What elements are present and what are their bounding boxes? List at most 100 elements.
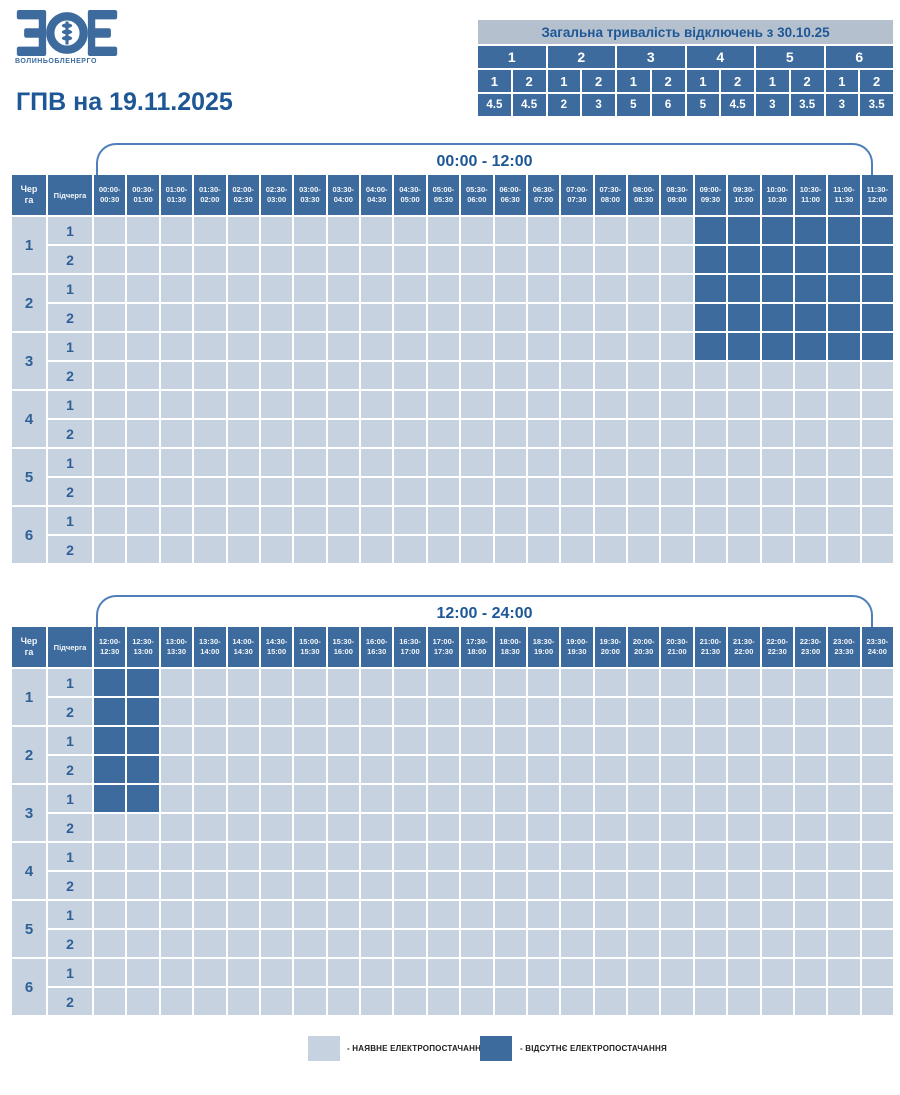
- slot-cell: [327, 507, 359, 534]
- slot-cell: [761, 246, 793, 273]
- slot-cell: [694, 669, 727, 696]
- slot-cell: [494, 536, 526, 563]
- slot-cell: [160, 362, 193, 389]
- slot-cell: [794, 217, 827, 244]
- time-slot-header: 07:30- 08:00: [594, 175, 626, 215]
- slot-cell: [361, 362, 393, 389]
- zoe-logo-icon: [16, 10, 118, 56]
- slot-cell: [594, 391, 626, 418]
- subqueue-cell: 1: [48, 507, 92, 534]
- company-name: ВОЛИНЬОБЛЕНЕРГО: [15, 58, 97, 65]
- time-slot-header: 08:30- 09:00: [661, 175, 693, 215]
- time-slot-header: 05:30- 06:00: [461, 175, 493, 215]
- slot-cell: [461, 391, 493, 418]
- slot-cell: [227, 246, 259, 273]
- slot-cell: [227, 333, 259, 360]
- slot-cell: [661, 872, 693, 899]
- slot-cell: [461, 698, 493, 725]
- slot-cell: [594, 872, 626, 899]
- slot-cell: [828, 391, 860, 418]
- slot-cell: [794, 391, 827, 418]
- queue-cell: 1: [12, 217, 46, 273]
- slot-cell: [94, 304, 126, 331]
- slot-cell: [628, 362, 660, 389]
- subqueue-cell: 1: [48, 391, 92, 418]
- slot-cell: [260, 785, 293, 812]
- slot-cell: [794, 988, 827, 1015]
- slot-cell: [94, 275, 126, 302]
- summary-duration-cell: 5: [686, 94, 720, 116]
- slot-cell: [728, 362, 760, 389]
- slot-cell: [728, 785, 760, 812]
- summary-duration-cell: 3: [582, 94, 615, 116]
- time-slot-header: 16:00- 16:30: [361, 627, 393, 667]
- slot-cell: [761, 333, 793, 360]
- time-slot-header: 03:30- 04:00: [327, 175, 359, 215]
- slot-cell: [828, 362, 860, 389]
- time-slot-header: 05:00- 05:30: [427, 175, 460, 215]
- summary-subqueue-cell: 1: [617, 70, 650, 92]
- slot-cell: [260, 959, 293, 986]
- slot-cell: [160, 420, 193, 447]
- slot-cell: [227, 756, 259, 783]
- slot-cell: [394, 872, 426, 899]
- slot-cell: [427, 814, 460, 841]
- slot-cell: [260, 391, 293, 418]
- slot-cell: [527, 872, 560, 899]
- time-slot-header: 13:30- 14:00: [194, 627, 226, 667]
- slot-cell: [260, 449, 293, 476]
- slot-cell: [194, 814, 226, 841]
- slot-cell: [427, 507, 460, 534]
- slot-cell: [661, 727, 693, 754]
- slot-cell: [427, 901, 460, 928]
- slot-cell: [294, 478, 326, 505]
- subqueue-cell: 1: [48, 901, 92, 928]
- summary-duration-cell: 3.5: [860, 94, 893, 116]
- summary-subqueue-cell: 2: [721, 70, 754, 92]
- slot-cell: [728, 727, 760, 754]
- slot-cell: [294, 843, 326, 870]
- time-slot-header: 21:30- 22:00: [728, 627, 760, 667]
- slot-cell: [561, 669, 593, 696]
- slot-cell: [94, 536, 126, 563]
- slot-cell: [694, 930, 727, 957]
- slot-cell: [94, 785, 126, 812]
- subqueue-cell: 2: [48, 246, 92, 273]
- time-slot-header: 11:30- 12:00: [861, 175, 893, 215]
- summary-subqueue-cell: 1: [686, 70, 720, 92]
- slot-cell: [861, 449, 893, 476]
- summary-subqueue-cell: 2: [512, 70, 546, 92]
- slot-cell: [394, 420, 426, 447]
- slot-cell: [628, 449, 660, 476]
- time-slot-header: 01:00- 01:30: [160, 175, 193, 215]
- slot-cell: [594, 727, 626, 754]
- summary-subqueue-cell: 1: [478, 70, 511, 92]
- time-slot-header: 17:00- 17:30: [427, 627, 460, 667]
- slot-cell: [361, 449, 393, 476]
- slot-cell: [127, 814, 159, 841]
- slot-cell: [260, 901, 293, 928]
- time-slot-header: 08:00- 08:30: [628, 175, 660, 215]
- slot-cell: [294, 449, 326, 476]
- slot-cell: [694, 333, 727, 360]
- summary-subqueue-cell: 2: [790, 70, 824, 92]
- summary-title: Загальна тривалість відключень з 30.10.2…: [478, 20, 893, 44]
- summary-subqueue-cell: 2: [582, 70, 615, 92]
- slot-cell: [494, 872, 526, 899]
- slot-cell: [160, 727, 193, 754]
- slot-cell: [361, 814, 393, 841]
- slot-cell: [394, 275, 426, 302]
- slot-cell: [728, 930, 760, 957]
- slot-cell: [628, 304, 660, 331]
- slot-cell: [594, 756, 626, 783]
- slot-cell: [494, 727, 526, 754]
- slot-cell: [661, 756, 693, 783]
- slot-cell: [694, 478, 727, 505]
- slot-cell: [361, 217, 393, 244]
- slot-cell: [260, 698, 293, 725]
- slot-cell: [427, 669, 460, 696]
- slot-cell: [94, 698, 126, 725]
- slot-cell: [461, 756, 493, 783]
- slot-cell: [294, 901, 326, 928]
- queue-cell: 2: [12, 275, 46, 331]
